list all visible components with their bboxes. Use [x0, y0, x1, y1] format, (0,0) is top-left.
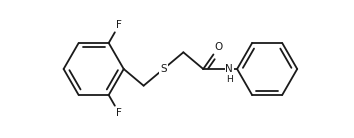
Text: N: N [225, 64, 233, 74]
Text: S: S [160, 64, 167, 74]
Text: F: F [116, 20, 122, 30]
Text: H: H [226, 75, 233, 84]
Text: O: O [215, 42, 223, 52]
Text: F: F [116, 108, 122, 118]
